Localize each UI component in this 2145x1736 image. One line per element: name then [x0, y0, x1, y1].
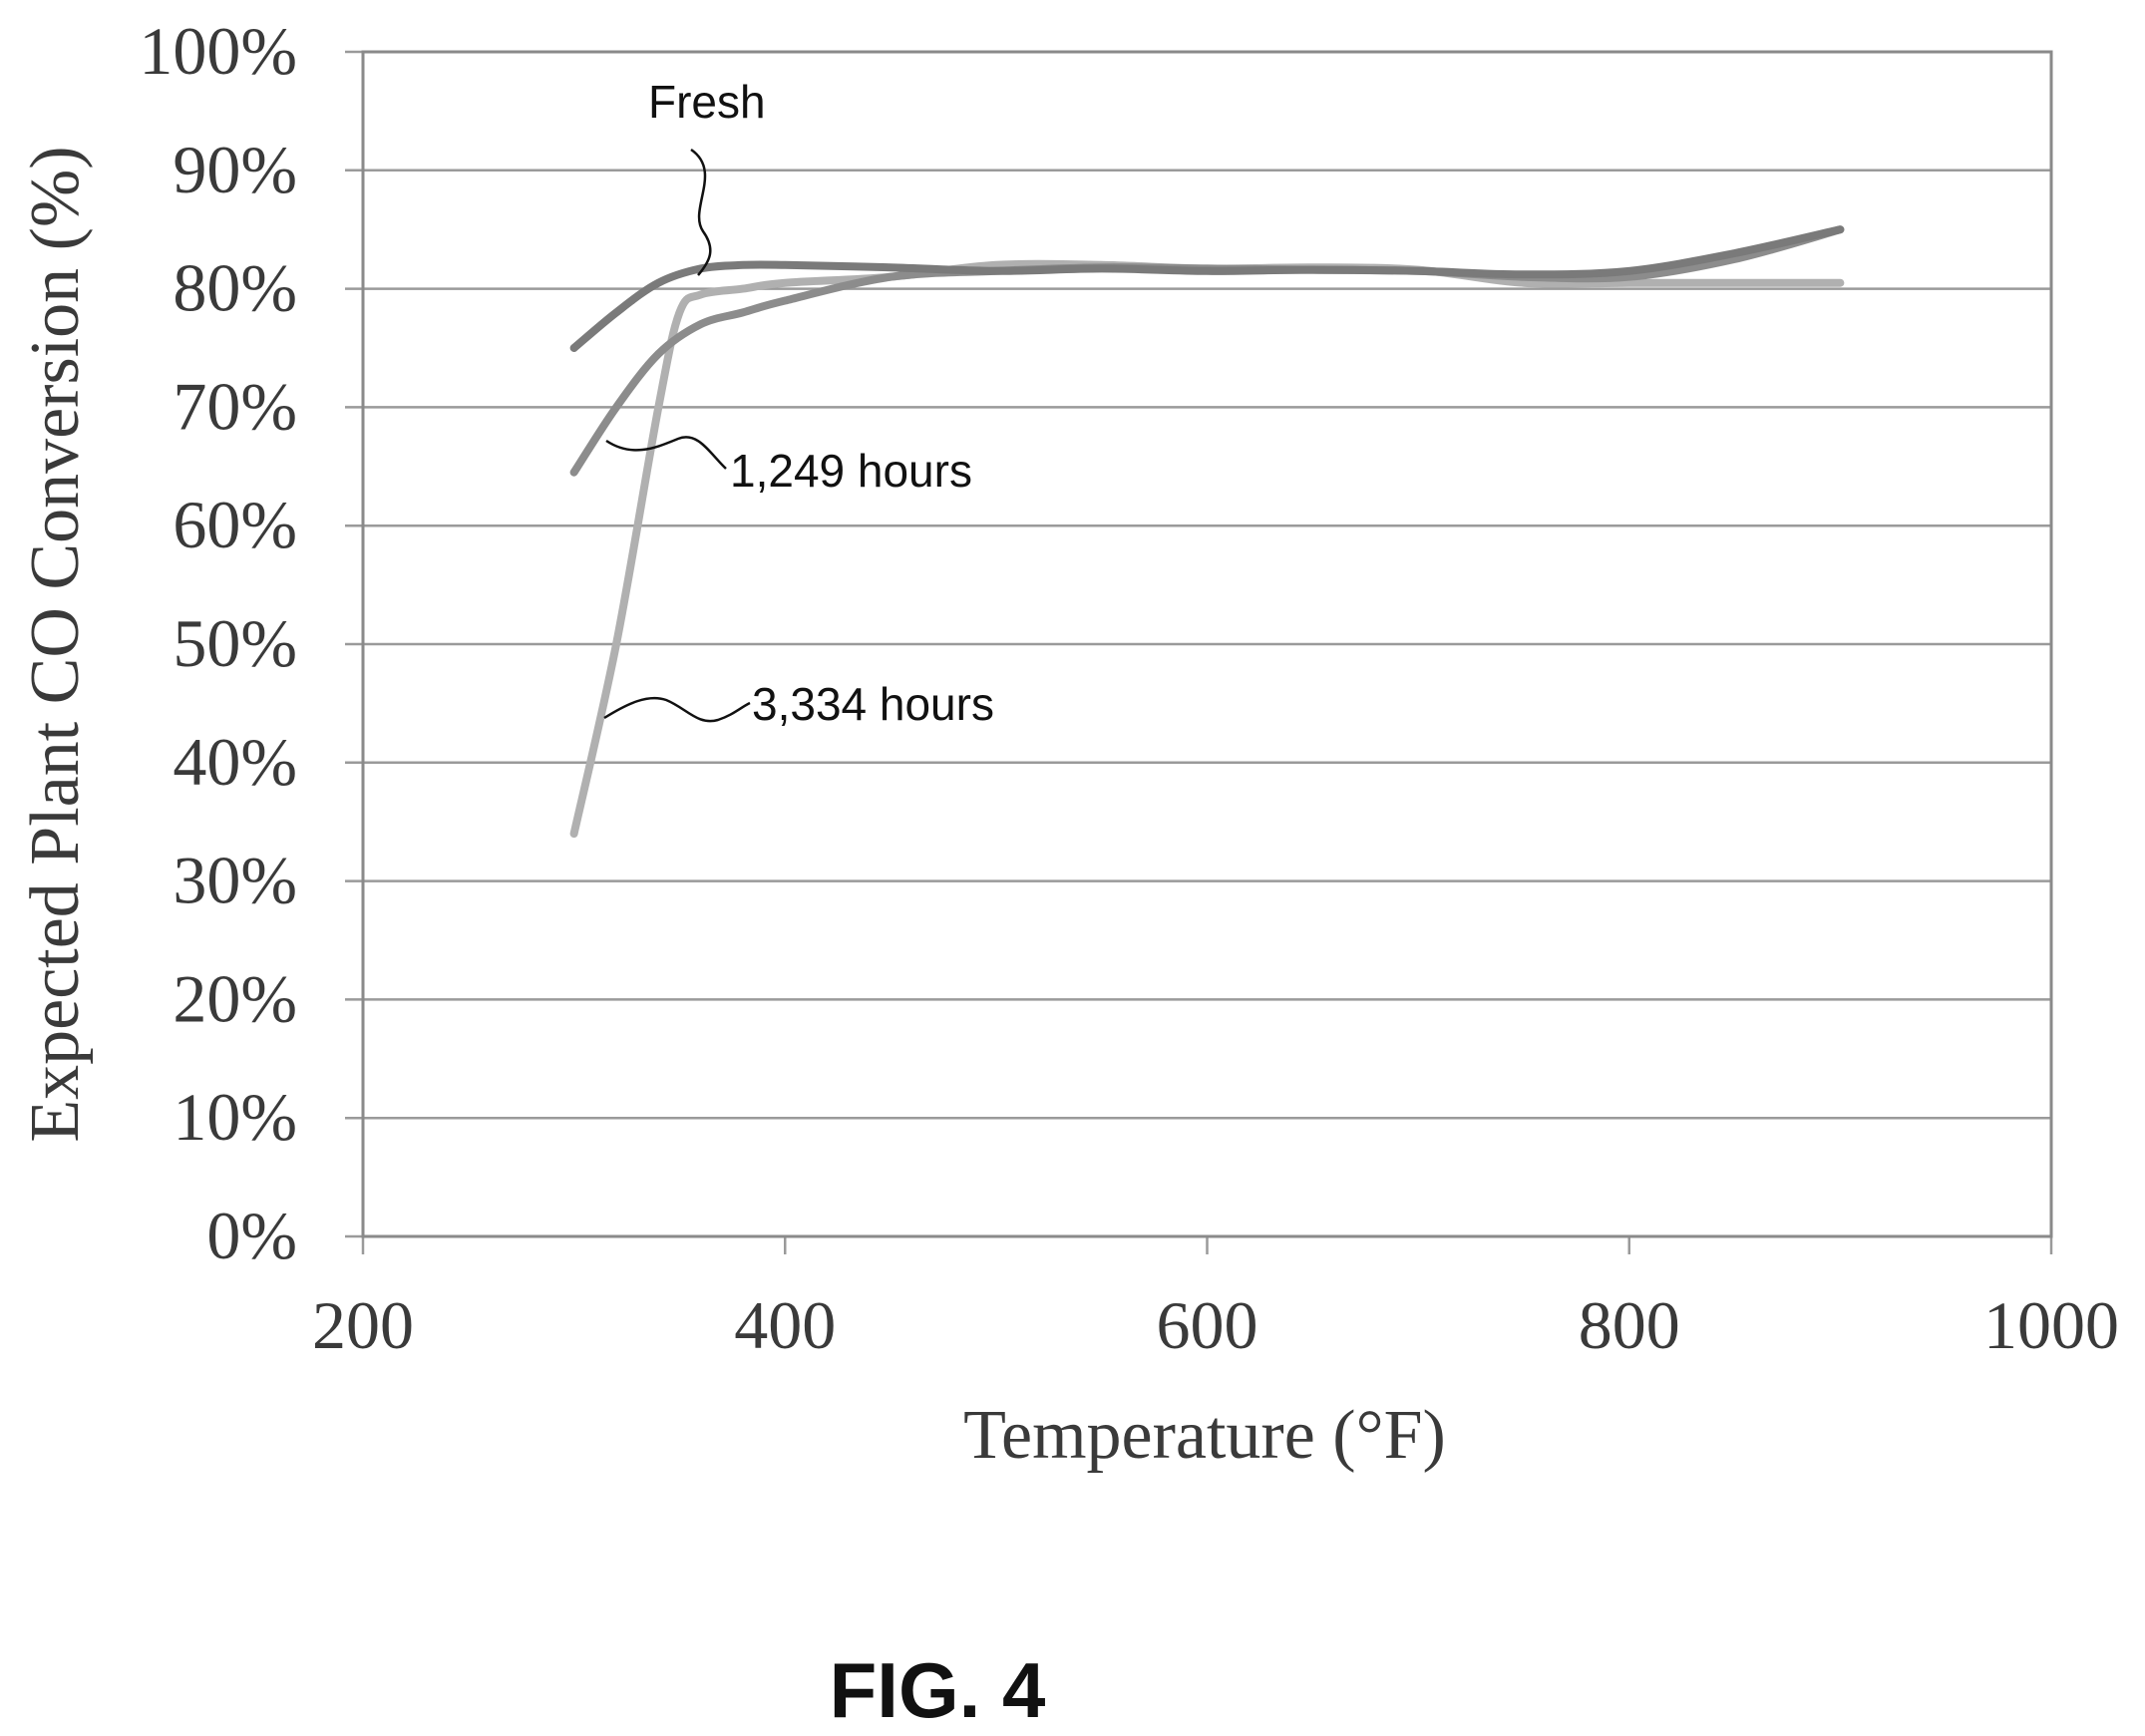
annotation-1249-hours: 1,249 hours — [730, 445, 972, 497]
leader-1249-hours — [605, 436, 727, 470]
y-tick-label: 10% — [173, 1079, 297, 1155]
series-line-fresh — [569, 225, 1845, 352]
y-tick-label: 30% — [173, 843, 297, 918]
figure-label: FIG. 4 — [830, 1646, 1046, 1734]
y-tick-label: 40% — [173, 724, 297, 800]
y-tick-label: 0% — [206, 1198, 297, 1273]
y-tick-label: 100% — [139, 13, 297, 89]
y-tick-label: 20% — [173, 960, 297, 1036]
plot-frame — [361, 50, 2053, 1238]
gridlines — [345, 50, 2053, 1254]
x-tick-label: 400 — [734, 1287, 836, 1363]
y-axis-title: Expected Plant CO Conversion (%) — [17, 146, 94, 1142]
leader-3334-hours — [603, 696, 751, 723]
x-axis-title: Temperature (°F) — [963, 1397, 1446, 1474]
y-tick-label: 50% — [173, 605, 297, 681]
x-tick-label: 600 — [1157, 1287, 1258, 1363]
y-tick-label: 90% — [173, 132, 297, 207]
series-line-3-334-hours — [569, 259, 1845, 839]
y-tick-label: 60% — [173, 487, 297, 562]
y-tick-labels: 0% 10% 20% 30% 40% 50% 60% 70% 80% 90% 100% — [139, 13, 297, 1273]
annotation-leaders — [603, 148, 751, 723]
x-tick-label: 1000 — [1983, 1287, 2119, 1363]
x-tick-label: 800 — [1579, 1287, 1680, 1363]
x-tick-label: 200 — [312, 1287, 414, 1363]
leader-fresh — [690, 148, 712, 276]
series-lines — [569, 225, 1845, 839]
y-tick-label: 80% — [173, 250, 297, 326]
y-tick-label: 70% — [173, 368, 297, 444]
annotation-3334-hours: 3,334 hours — [752, 678, 994, 730]
annotation-fresh: Fresh — [648, 76, 766, 128]
x-tick-labels: 200 400 600 800 1000 — [312, 1287, 2119, 1363]
